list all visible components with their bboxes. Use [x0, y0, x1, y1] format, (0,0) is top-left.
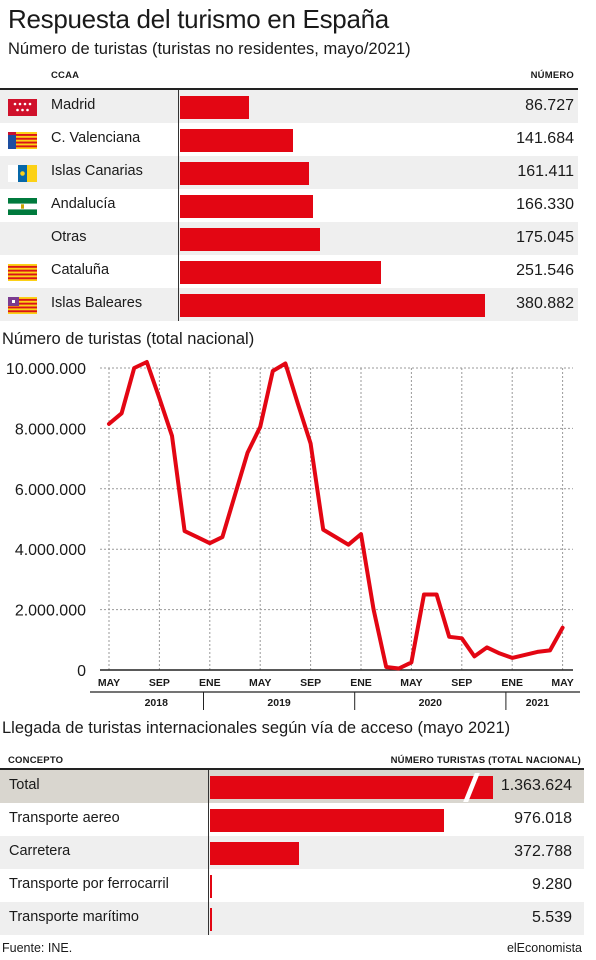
x-tick-label: MAY	[249, 677, 271, 689]
via-label: Total	[9, 777, 40, 793]
y-tick-label: 4.000.000	[15, 542, 86, 559]
turistas-line-chart: 10.000.000 8.000.000 6.000.000 4.000.000 2.0…	[6, 360, 580, 710]
ccaa-bar	[180, 261, 382, 284]
ccaa-row: C. Valenciana 141.684	[0, 123, 578, 156]
ccaa-row: Islas Baleares 380.882	[0, 288, 578, 321]
x-tick-label: ENE	[501, 677, 523, 689]
ccaa-value-label: 166.330	[516, 196, 574, 213]
year-label: 2019	[267, 697, 291, 709]
via-bar	[210, 809, 445, 832]
concepto-column-header: CONCEPTO	[8, 755, 64, 766]
andalucia-flag-icon	[8, 198, 37, 215]
brand-logo: elEconomista	[506, 941, 582, 955]
via-bar	[210, 776, 493, 799]
y-tick-label: 10.000.000	[6, 361, 86, 378]
x-tick-label: MAY	[551, 677, 573, 689]
ccaa-row: Islas Canarias 161.411	[0, 156, 578, 189]
baleares-flag-icon	[8, 297, 37, 314]
canarias-flag-icon	[8, 165, 37, 182]
line-chart-subtitle: Número de turistas (total nacional)	[2, 330, 255, 348]
ccaa-label: Otras	[51, 229, 87, 245]
series-line	[107, 360, 565, 671]
via-bar	[210, 842, 300, 865]
ccaa-label: Andalucía	[51, 196, 116, 212]
via-label: Transporte aereo	[9, 810, 120, 826]
year-label: 2020	[419, 697, 443, 709]
x-tick-label: SEP	[300, 677, 321, 689]
ccaa-value-label: 86.727	[525, 97, 574, 114]
ccaa-value-label: 175.045	[516, 229, 574, 246]
ccaa-value-label: 251.546	[516, 262, 574, 279]
y-tick-label: 6.000.000	[15, 482, 86, 499]
ccaa-bar	[180, 228, 321, 251]
ccaa-bar	[180, 162, 310, 185]
x-tick-label: ENE	[199, 677, 221, 689]
ccaa-row: Madrid 86.727	[0, 90, 578, 123]
ccaa-column-header: CCAA	[51, 70, 80, 81]
via-axis-line	[208, 770, 209, 935]
ccaa-bar	[180, 195, 314, 218]
x-tick-label: ENE	[350, 677, 372, 689]
via-value-label: 9.280	[531, 876, 572, 893]
ccaa-label: Islas Canarias	[51, 163, 143, 179]
source-note: Fuente: INE.	[2, 941, 73, 955]
cataluna-flag-icon	[8, 264, 37, 281]
ccaa-bar	[180, 129, 294, 152]
ccaa-value-label: 141.684	[516, 130, 574, 147]
year-label: 2018	[145, 697, 169, 709]
header-rule	[0, 88, 578, 90]
total-row: Total 1.363.624	[0, 770, 584, 803]
via-row: Transporte por ferrocarril 9.280	[0, 869, 584, 902]
via-acceso-subtitle: Llegada de turistas internacionales segú…	[2, 719, 511, 737]
page-title: Respuesta del turismo en España	[8, 4, 389, 34]
ccaa-chart-subtitle: Número de turistas (turistas no resident…	[8, 40, 411, 58]
ccaa-label: Islas Baleares	[51, 295, 143, 311]
via-row: Carretera 372.788	[0, 836, 584, 869]
via-bar	[210, 908, 212, 931]
ccaa-axis-line	[178, 90, 179, 321]
numero-column-header: NÚMERO	[530, 70, 574, 81]
ccaa-label: Cataluña	[51, 262, 110, 278]
ccaa-value-label: 161.411	[517, 163, 574, 180]
via-label: Transporte por ferrocarril	[9, 876, 169, 892]
via-bar	[210, 875, 213, 898]
valencia-flag-icon	[8, 132, 37, 149]
via-value-label: 5.539	[531, 909, 572, 926]
ccaa-bar	[180, 96, 250, 119]
via-label: Transporte marítimo	[9, 909, 139, 925]
via-row: Transporte marítimo 5.539	[0, 902, 584, 935]
via-row: Transporte aereo 976.018	[0, 803, 584, 836]
numero-turistas-column-header: NÚMERO TURISTAS (TOTAL NACIONAL)	[390, 755, 581, 766]
x-tick-label: SEP	[451, 677, 472, 689]
x-tick-label: SEP	[149, 677, 170, 689]
via-label: Carretera	[9, 843, 71, 859]
ccaa-row: Cataluña 251.546	[0, 255, 578, 288]
ccaa-row: Otras 175.045	[0, 222, 578, 255]
ccaa-row: Andalucía 166.330	[0, 189, 578, 222]
via-value-label: 372.788	[514, 843, 572, 860]
madrid-flag-icon	[8, 99, 37, 116]
x-tick-label: MAY	[98, 677, 120, 689]
header-rule-2	[0, 768, 584, 770]
via-value-label: 1.363.624	[500, 777, 572, 794]
via-value-label: 976.018	[514, 810, 572, 827]
x-tick-label: MAY	[400, 677, 422, 689]
ccaa-label: C. Valenciana	[51, 130, 141, 146]
ccaa-label: Madrid	[51, 97, 96, 113]
ccaa-value-label: 380.882	[516, 295, 574, 312]
year-label: 2021	[526, 697, 550, 709]
y-tick-label: 0	[77, 663, 86, 680]
ccaa-bar	[180, 294, 485, 317]
y-tick-label: 8.000.000	[15, 421, 86, 438]
y-tick-label: 2.000.000	[15, 603, 86, 620]
ccaa-bar-chart: Madrid 86.727 C. Valenciana 141.684 Islas Ca…	[0, 90, 578, 321]
via-acceso-bar-chart: Total 1.363.624 Transporte aereo 976.018 Car…	[0, 770, 584, 935]
